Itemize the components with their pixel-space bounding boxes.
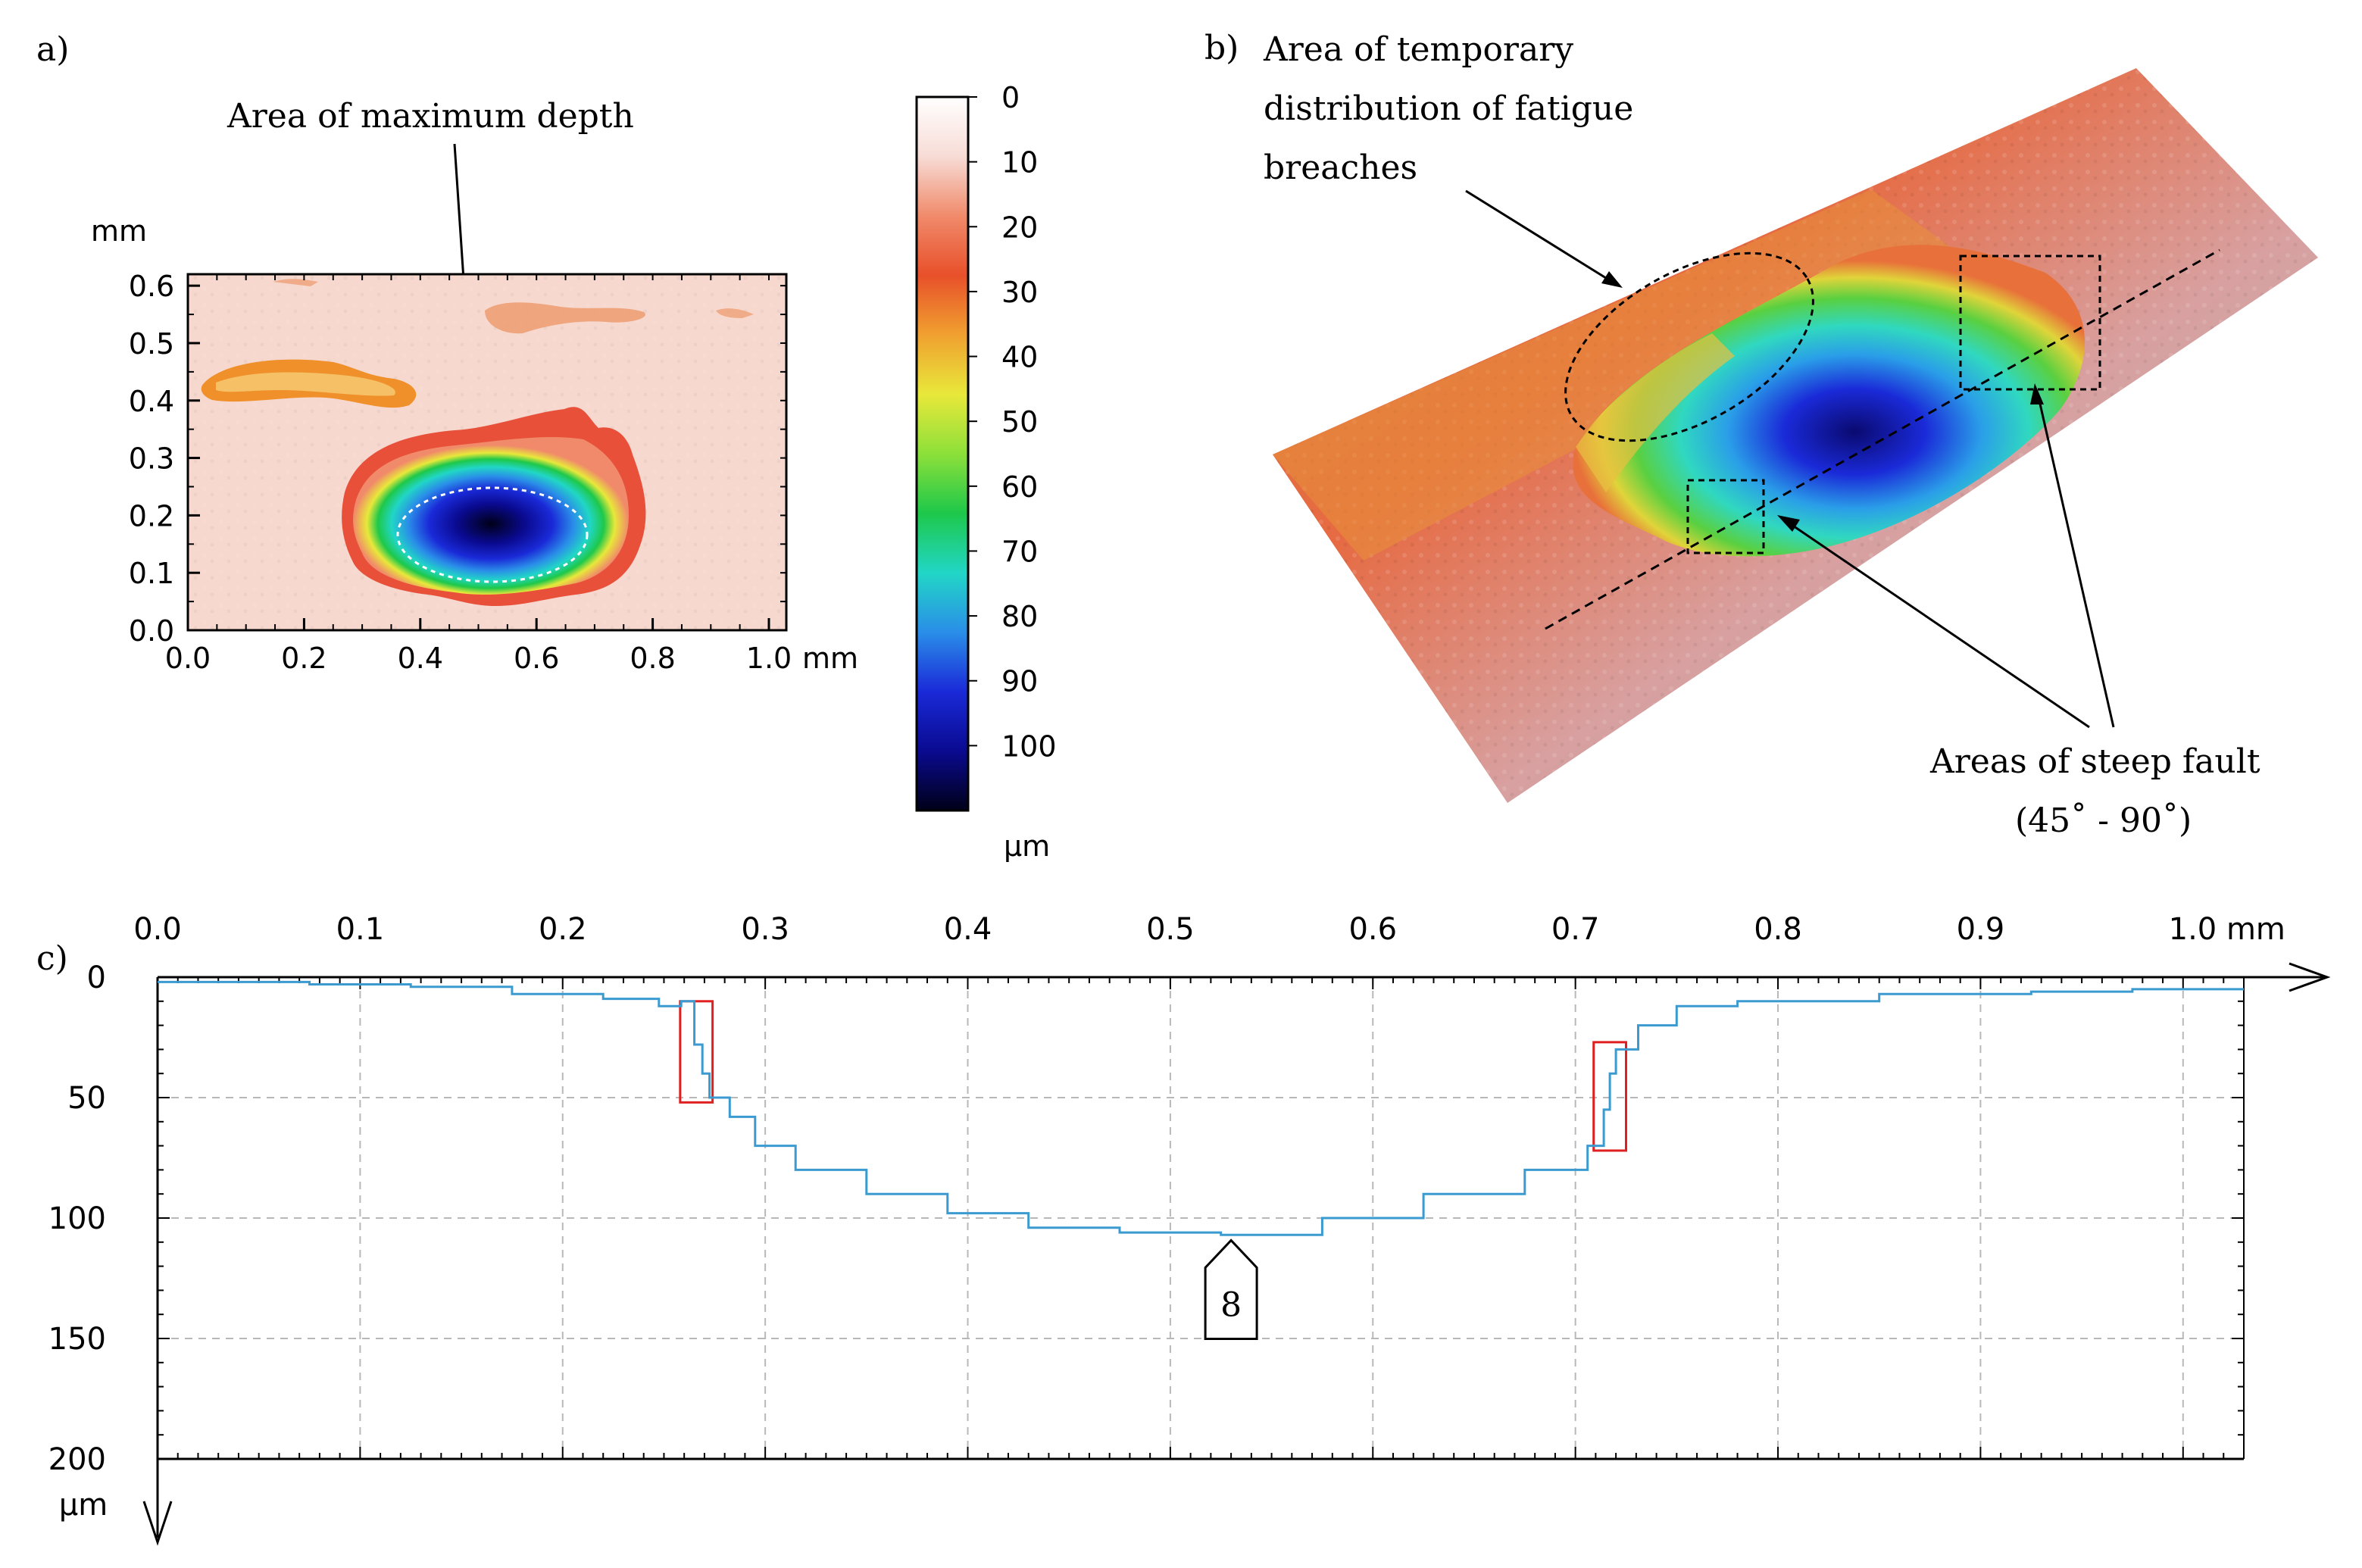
panel-a-annotation: Area of maximum depth [227,97,634,136]
colorbar-unit: µm [1004,829,1050,863]
steep-fault-arrowhead-1 [1777,515,1800,532]
fatigue-annotation-arrow [1465,189,1613,283]
panel-c: c) 0.0 0.1 0.2 0.3 0.4 0.5 0.6 0.7 0.8 0.9 1.0 mm0… [36,912,2331,1546]
steep-fault-box-2 [1686,479,1765,554]
profile-x-tick-label: 0.3 [741,912,789,947]
colorbar-tick-label: 70 [1001,535,1038,568]
colorbar-tick-label: 100 [1001,729,1057,763]
heatmap-y-tick-label: 0.1 [129,557,174,590]
colorbar-tick-label: 0 [1001,81,1020,114]
colorbar-tick-label: 30 [1001,276,1038,309]
heatmap-y-tick-label: 0.4 [129,385,174,418]
panel-c-label: c) [36,939,68,978]
profile-marker-shape [1204,1238,1258,1340]
colorbar-tick-label: 40 [1001,341,1038,374]
fatigue-arrowhead [1601,271,1623,288]
heatmap-x-tick-label: 0.8 [630,642,675,675]
heatmap-x-tick-label: 0.4 [398,642,443,675]
colorbar-tick-label: 10 [1001,146,1038,180]
profile-x-tick-label: 0.5 [1146,912,1195,947]
profile-highlight-box [1592,1041,1627,1152]
profile-highlight-box [679,1000,714,1104]
profile-highlight-boxes [679,1000,1627,1152]
profile-x-tick-label: 0.2 [539,912,587,947]
profile-axes: 0.0 0.1 0.2 0.3 0.4 0.5 0.6 0.7 0.8 0.9 1.0 mm 0 50 1… [48,912,2331,1546]
heatmap-x-tick-label: 0.0 [165,642,211,675]
steep-fault-arrow-1 [1786,520,2090,729]
heatmap-axes: 0.0 0.2 0.4 0.6 0.8 1.0 mm 0.0 0.1 0.2 0.3 0.4 0.5 0.… [91,214,858,675]
surface-3d-render [1273,68,2318,803]
panel-a: a) Area of maximum depth 0.0 0.2 0.4 0.6 0.8… [36,30,1057,863]
profile-x-tick-label: 0.1 [336,912,385,947]
max-depth-ellipse [396,486,589,583]
profile-x-tick-label: 0.6 [1348,912,1397,947]
panel-b-annotation-line-1: Area of temporary [1263,30,1573,69]
profile-x-tick-label: 1.0 mm [2169,912,2285,947]
profile-x-axis-arrow [2289,962,2331,992]
profile-x-tick-label: 0.4 [944,912,992,947]
profile-y-tick-label: 200 [48,1442,106,1477]
profile-x-tick-label: 0.0 [133,912,182,947]
heatmap-y-tick-label: 0.0 [129,614,174,648]
panel-b: b) Area of temporary distribution of fat… [1204,29,2318,840]
steep-fault-arrow-2 [2036,393,2115,728]
profile-y-tick-label: 150 [48,1322,106,1357]
colorbar-tick-label: 90 [1001,665,1038,698]
depth-heatmap [186,273,788,632]
profile-x-tick-label: 0.7 [1551,912,1600,947]
heatmap-y-unit: mm [91,214,147,248]
profile-y-tick-label: 100 [48,1201,106,1236]
profile-marker: 8 [1204,1238,1258,1340]
colorbar [915,95,970,812]
heatmap-y-tick-label: 0.3 [129,442,174,476]
profile-marker-label: 8 [1220,1285,1242,1324]
steep-fault-box-1 [1959,255,2101,391]
heatmap-x-tick-label: 1.0 [746,642,792,675]
colorbar-tick-label: 60 [1001,470,1038,504]
profile-x-tick-label: 0.8 [1754,912,1802,947]
heatmap-x-unit: mm [802,642,858,675]
heatmap-x-tick-label: 0.2 [281,642,326,675]
profile-y-tick-label: 0 [87,960,106,995]
profile-section-line [1545,248,2220,630]
surface-pit [1573,245,2085,557]
colorbar-tick-label: 80 [1001,600,1038,633]
panel-b-annotation-line-2: distribution of fatigue [1264,89,1633,128]
heatmap-x-tick-label: 0.6 [514,642,559,675]
colorbar-tick-label: 50 [1001,405,1038,439]
steep-fault-arrowhead-2 [2030,383,2044,404]
heatmap-frame [186,273,788,632]
panel-b-annotation-line-3: breaches [1264,148,1417,187]
profile-y-tick-label: 50 [67,1081,106,1116]
colorbar-ticks: 0 10 20 30 40 50 60 70 80 90 100 [968,81,1057,763]
profile-y-axis-arrow [142,1501,173,1546]
profile-x-tick-label: 0.9 [1957,912,2005,947]
panel-b-label: b) [1204,29,1239,67]
profile-y-unit: µm [59,1488,108,1523]
heatmap-y-tick-label: 0.6 [129,270,174,303]
heatmap-y-tick-label: 0.5 [129,327,174,361]
steep-fault-annotation-line-2: (45˚ - 90˚) [2015,801,2192,840]
profile-grid [158,977,2244,1459]
steep-fault-annotation-line-1: Areas of steep fault [1929,742,2260,781]
profile-series-line [158,980,2244,1236]
heatmap-y-tick-label: 0.2 [129,499,174,533]
colorbar-tick-label: 20 [1001,211,1038,244]
panel-a-label: a) [36,30,69,69]
